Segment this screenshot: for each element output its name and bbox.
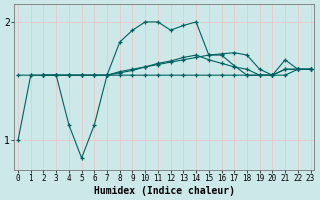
- X-axis label: Humidex (Indice chaleur): Humidex (Indice chaleur): [94, 186, 235, 196]
